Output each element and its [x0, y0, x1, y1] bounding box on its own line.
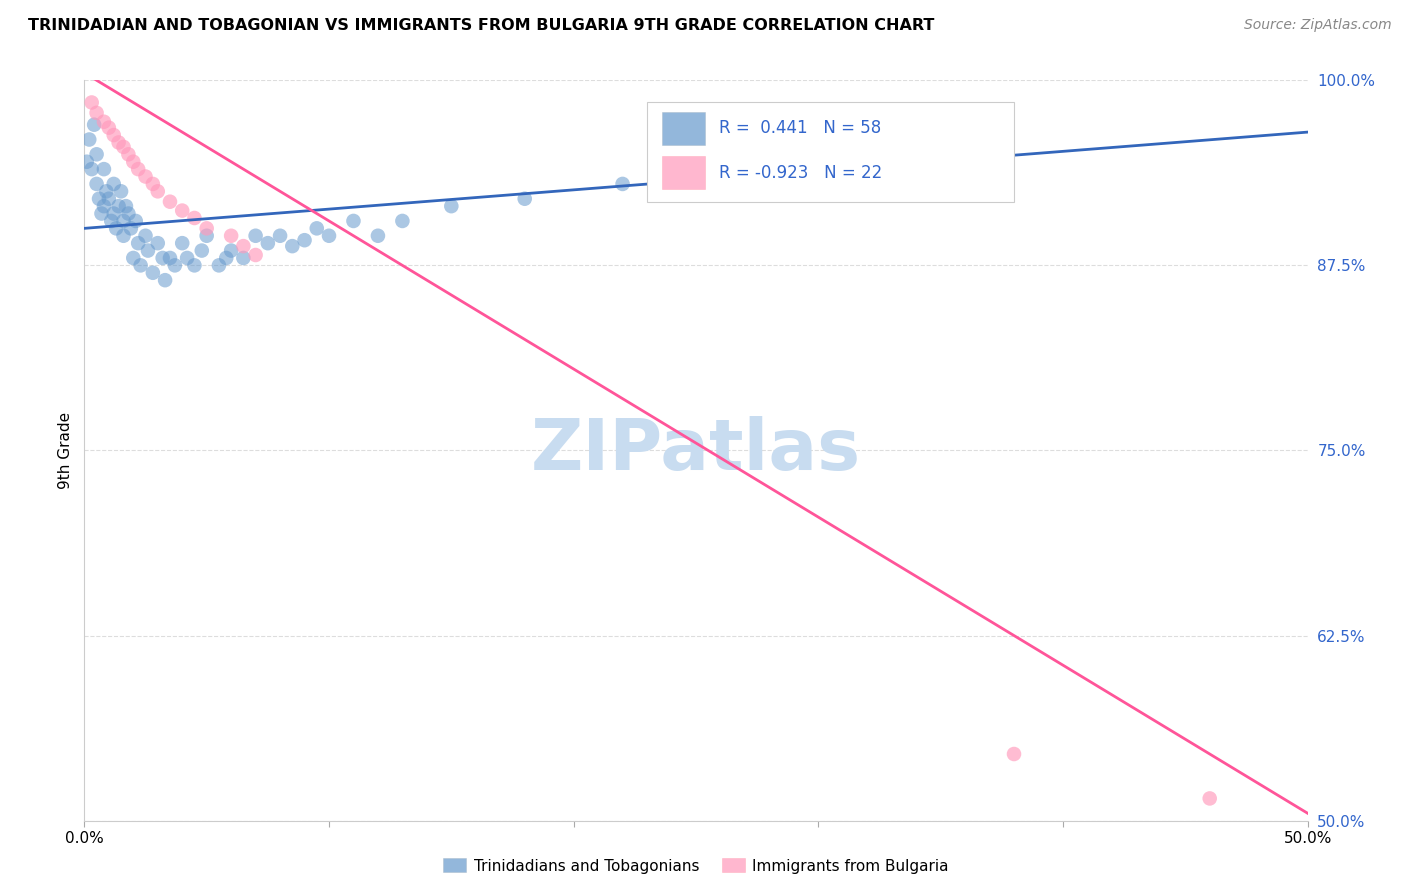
Point: [127, 236, 149, 251]
Legend: Trinidadians and Tobagonians, Immigrants from Bulgaria: Trinidadians and Tobagonians, Immigrants…: [437, 853, 955, 880]
Text: Source: ZipAtlas.com: Source: ZipAtlas.com: [1244, 18, 1392, 32]
Point: [232, 251, 254, 265]
Point: [391, 214, 413, 228]
Point: [172, 236, 194, 251]
Point: [87, 192, 110, 206]
Point: [86, 147, 108, 161]
Point: [112, 214, 135, 228]
Point: [129, 258, 152, 272]
Point: [219, 244, 242, 258]
Point: [122, 251, 145, 265]
Point: [80, 95, 103, 110]
Point: [318, 228, 340, 243]
Point: [103, 177, 125, 191]
Point: [152, 251, 174, 265]
Text: ZIPatlas: ZIPatlas: [531, 416, 860, 485]
Bar: [647, 103, 1014, 202]
Point: [159, 194, 181, 209]
Point: [367, 228, 389, 243]
Point: [176, 251, 198, 265]
Point: [183, 211, 205, 225]
Point: [1198, 791, 1220, 805]
Point: [195, 228, 218, 243]
Text: TRINIDADIAN AND TOBAGONIAN VS IMMIGRANTS FROM BULGARIA 9TH GRADE CORRELATION CHA: TRINIDADIAN AND TOBAGONIAN VS IMMIGRANTS…: [28, 18, 935, 33]
Point: [120, 221, 142, 235]
Point: [97, 120, 120, 135]
Point: [103, 128, 125, 142]
Point: [232, 239, 254, 253]
Point: [245, 248, 267, 262]
Point: [97, 192, 120, 206]
Point: [110, 184, 132, 198]
Y-axis label: 9th Grade: 9th Grade: [58, 412, 73, 489]
Point: [127, 162, 149, 177]
Point: [77, 132, 100, 146]
Point: [342, 214, 364, 228]
Point: [115, 199, 138, 213]
Point: [105, 221, 128, 235]
Point: [125, 214, 148, 228]
Point: [191, 244, 214, 258]
Point: [96, 184, 118, 198]
Point: [80, 162, 103, 177]
Point: [163, 258, 186, 272]
Point: [107, 199, 129, 213]
Point: [440, 199, 463, 213]
Point: [122, 154, 145, 169]
Point: [281, 239, 304, 253]
Point: [83, 118, 105, 132]
Point: [112, 228, 135, 243]
Point: [269, 228, 291, 243]
Point: [195, 221, 218, 235]
Point: [117, 147, 139, 161]
Point: [107, 136, 129, 150]
Point: [117, 206, 139, 220]
Point: [159, 251, 181, 265]
Point: [219, 228, 242, 243]
Point: [305, 221, 328, 235]
Point: [215, 251, 238, 265]
Bar: [662, 156, 704, 189]
Point: [135, 169, 157, 184]
Point: [76, 154, 98, 169]
Point: [294, 233, 316, 247]
Point: [86, 106, 108, 120]
Point: [172, 203, 194, 218]
Point: [245, 228, 267, 243]
Point: [513, 192, 536, 206]
Point: [112, 140, 135, 154]
Point: [208, 258, 231, 272]
Point: [93, 114, 115, 128]
Text: R =  0.441   N = 58: R = 0.441 N = 58: [720, 120, 882, 137]
Point: [183, 258, 205, 272]
Point: [153, 273, 176, 287]
Text: R = -0.923   N = 22: R = -0.923 N = 22: [720, 164, 883, 182]
Point: [1002, 747, 1025, 761]
Point: [146, 236, 169, 251]
Point: [93, 162, 115, 177]
Point: [257, 236, 280, 251]
Point: [807, 154, 830, 169]
Point: [103, 206, 125, 220]
Point: [142, 177, 165, 191]
Point: [86, 177, 108, 191]
Point: [612, 177, 634, 191]
Point: [90, 206, 112, 220]
Point: [146, 184, 169, 198]
Point: [136, 244, 159, 258]
Point: [135, 228, 157, 243]
Bar: [662, 112, 704, 145]
Point: [93, 199, 115, 213]
Point: [142, 266, 165, 280]
Point: [100, 214, 122, 228]
